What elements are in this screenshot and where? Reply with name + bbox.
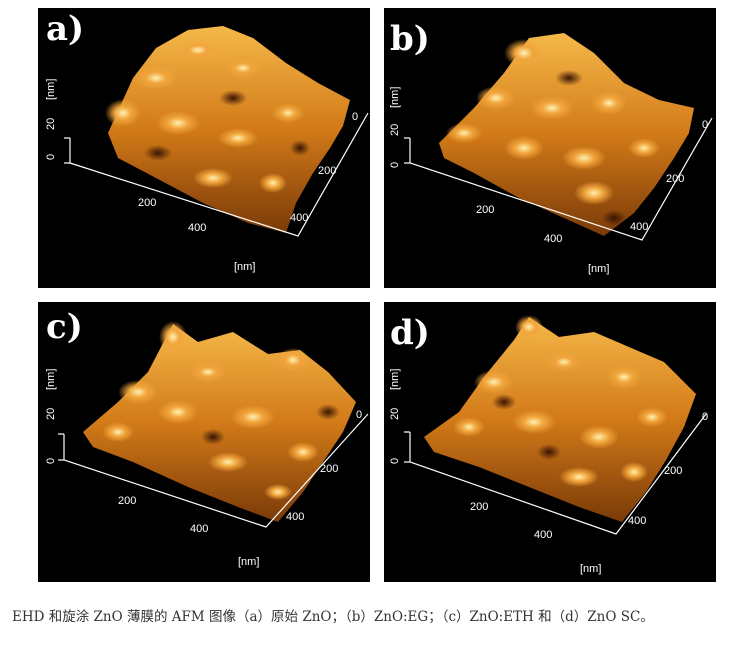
z-tick-0-c: 0 [45, 457, 57, 464]
y-tick-200-c: 200 [320, 463, 339, 475]
y-tick-200-a: 200 [318, 165, 337, 177]
x-tick-200-b: 200 [476, 204, 495, 216]
figure-caption: EHD 和旋涂 ZnO 薄膜的 AFM 图像（a）原始 ZnO；（b）ZnO:E… [12, 609, 654, 625]
panel-label-d: d) [390, 313, 430, 353]
y-tick-400-a: 400 [290, 212, 309, 224]
z-tick-20-d: 20 [389, 407, 401, 420]
z-axis-unit-a: [nm] [45, 78, 57, 100]
y-tick-200-b: 200 [666, 173, 685, 185]
z-axis-unit-d: [nm] [389, 368, 401, 390]
y-tick-0-d: 0 [702, 411, 709, 423]
z-tick-0-d: 0 [389, 457, 401, 464]
y-tick-400-d: 400 [628, 515, 647, 527]
x-axis-unit-a: [nm] [234, 261, 256, 273]
z-tick-20-c: 20 [45, 407, 57, 420]
afm-surface-c [58, 321, 369, 528]
y-tick-0-a: 0 [352, 111, 359, 123]
z-tick-20-a: 20 [45, 117, 57, 130]
afm-panel-a: a) [nm] 20 0 200 400 [nm] 0 200 400 [38, 8, 370, 288]
x-axis-unit-c: [nm] [238, 556, 260, 568]
afm-panel-d: d) [nm] 20 0 200 400 [nm] 0 200 400 [384, 302, 716, 582]
x-tick-200-c: 200 [118, 495, 137, 507]
x-tick-200-d: 200 [470, 501, 489, 513]
afm-surface-d [404, 315, 707, 535]
x-axis-unit-d: [nm] [580, 563, 602, 575]
y-tick-400-b: 400 [630, 221, 649, 233]
y-tick-0-c: 0 [356, 409, 363, 421]
x-tick-400-d: 400 [534, 529, 553, 541]
afm-panel-b: b) [nm] 20 0 200 400 [nm] 0 200 400 [384, 8, 716, 288]
panel-label-b: b) [390, 19, 430, 59]
afm-surface-b [404, 33, 713, 241]
z-tick-20-b: 20 [389, 123, 401, 136]
y-tick-200-d: 200 [664, 465, 683, 477]
x-tick-400-b: 400 [544, 233, 563, 245]
x-tick-400-a: 400 [188, 222, 207, 234]
x-axis-unit-b: [nm] [588, 263, 610, 275]
afm-panel-c: c) [nm] 20 0 200 400 [nm] 0 200 400 [38, 302, 370, 582]
y-tick-0-b: 0 [702, 119, 709, 131]
z-axis-unit-c: [nm] [45, 368, 57, 390]
z-tick-0-a: 0 [45, 153, 57, 160]
afm-surface-a [64, 26, 369, 237]
x-tick-400-c: 400 [190, 523, 209, 535]
z-axis-unit-b: [nm] [389, 86, 401, 108]
panel-label-c: c) [46, 307, 83, 347]
y-tick-400-c: 400 [286, 511, 305, 523]
x-tick-200-a: 200 [138, 197, 157, 209]
panel-label-a: a) [46, 9, 85, 49]
z-tick-0-b: 0 [389, 161, 401, 168]
